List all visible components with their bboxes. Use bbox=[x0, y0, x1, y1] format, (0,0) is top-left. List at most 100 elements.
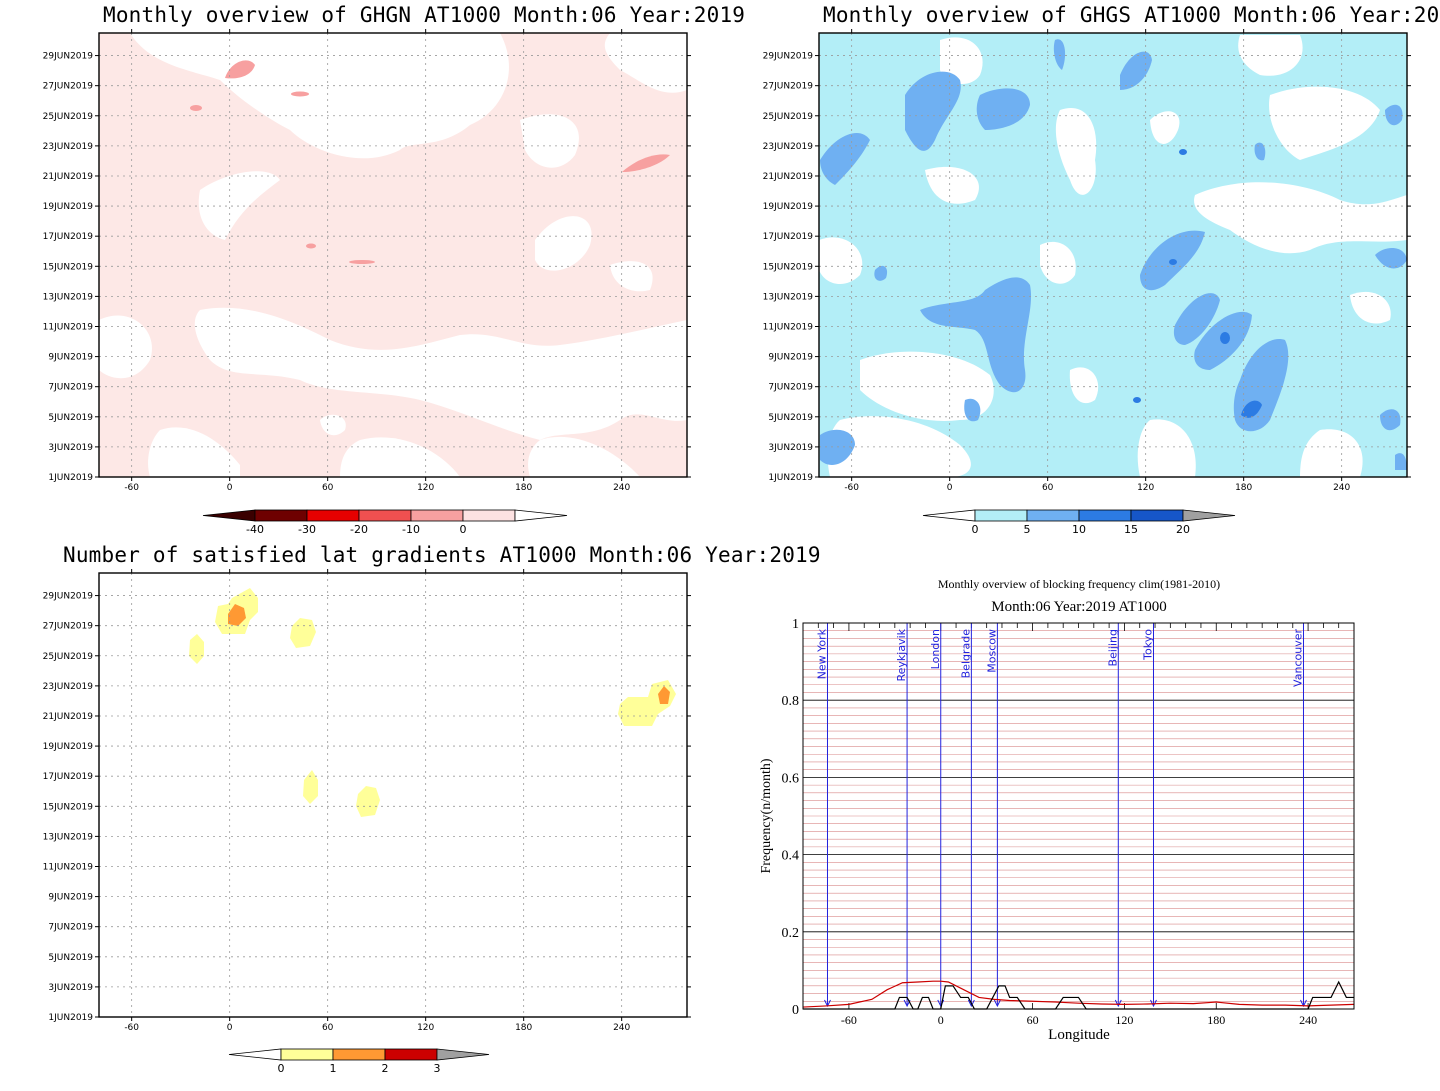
ghgs-high-regions bbox=[1133, 149, 1262, 418]
x-tick-label: 60 bbox=[322, 1023, 334, 1033]
colorbar-label: 10 bbox=[1072, 523, 1086, 536]
x-tick-label: 60 bbox=[1042, 483, 1054, 493]
lat-frame bbox=[98, 572, 688, 1018]
ghgn-blank-1 bbox=[130, 33, 509, 159]
colorbar-cell bbox=[462, 509, 516, 522]
y-tick-label: 9JUN2019 bbox=[768, 353, 813, 363]
y-tick-label: 27JUN2019 bbox=[763, 82, 814, 92]
colorbar-right-arrow bbox=[436, 1048, 490, 1061]
y-tick-label: 25JUN2019 bbox=[763, 112, 814, 122]
ghgs-blank-regions bbox=[819, 35, 1407, 477]
lat-blob-6 bbox=[658, 686, 670, 704]
ghgn-blank-4 bbox=[198, 171, 280, 240]
colorbar-label: 0 bbox=[278, 1062, 285, 1075]
city-label: Vancouver bbox=[1291, 629, 1304, 687]
lat-grid bbox=[99, 573, 687, 1018]
colorbar-label: -40 bbox=[246, 523, 264, 536]
ghgn-negative-spots bbox=[190, 60, 670, 264]
ghgn-map: -60 0 60 120 180 240 1JUN2019 3JUN2019 5JUN2019 7… bbox=[43, 29, 691, 536]
chart-xlabel: Longitude bbox=[1048, 1027, 1110, 1043]
x-tick-label: 0 bbox=[227, 483, 233, 493]
x-tick-label: -60 bbox=[124, 483, 139, 493]
x-tick-label: 120 bbox=[417, 1023, 434, 1033]
lat-gradients-title: Number of satisfied lat gradients AT1000… bbox=[63, 543, 821, 567]
ghgs-blank-3 bbox=[1055, 108, 1097, 195]
ghgs-mid-15 bbox=[1380, 409, 1401, 431]
y-tick-label: 3JUN2019 bbox=[48, 983, 93, 993]
ghgs-mid-4 bbox=[1120, 51, 1152, 90]
y-tick-label: 7JUN2019 bbox=[768, 383, 813, 393]
ghgs-blank-9 bbox=[1040, 241, 1076, 284]
ghgs-mid-3 bbox=[976, 88, 1030, 130]
y-tick-label: 0.6 bbox=[782, 771, 800, 786]
x-tick-label: 180 bbox=[515, 1023, 532, 1033]
colorbar-cell bbox=[410, 509, 464, 522]
x-tick-label: 0 bbox=[227, 1023, 233, 1033]
city-label: Beijing bbox=[1106, 629, 1119, 666]
ghgn-frame bbox=[98, 32, 688, 478]
x-tick-label: 180 bbox=[1207, 1013, 1225, 1027]
ghgn-blank-3 bbox=[520, 114, 579, 168]
y-tick-label: 9JUN2019 bbox=[48, 893, 93, 903]
city-arrow bbox=[1150, 999, 1157, 1008]
chart-plot-area: 0 0.2 0.4 0.6 0.8 1 -60 0 60 120 180 240 New York Rey… bbox=[782, 617, 1355, 1027]
ghgs-mid-1 bbox=[905, 71, 961, 151]
ghgn-spot-1 bbox=[225, 60, 255, 79]
ghgn-blank-6 bbox=[610, 261, 653, 292]
y-tick-label: 5JUN2019 bbox=[48, 413, 93, 423]
colorbar-cell bbox=[358, 509, 412, 522]
colorbar-cell bbox=[384, 1048, 438, 1061]
colorbar-right-arrow bbox=[514, 509, 568, 522]
colorbar-label: -10 bbox=[402, 523, 420, 536]
ghgn-blank-5 bbox=[535, 216, 592, 271]
ghgs-blank-6 bbox=[925, 166, 979, 204]
ghgs-colorbar: 0 5 10 15 20 bbox=[922, 509, 1236, 536]
y-tick-label: 3JUN2019 bbox=[48, 443, 93, 453]
ghgs-map: -60 0 60 120 180 240 1JUN2019 3JUN2019 5JUN2019 7… bbox=[763, 29, 1411, 536]
y-tick-label: 1 bbox=[792, 617, 799, 632]
chart-frame bbox=[802, 622, 1355, 1010]
ghgs-blank-12 bbox=[1069, 367, 1099, 404]
ghgn-colorbar: -40 -30 -20 -10 0 bbox=[202, 509, 568, 536]
y-tick-label: 7JUN2019 bbox=[48, 383, 93, 393]
y-tick-label: 27JUN2019 bbox=[43, 82, 94, 92]
colorbar-label: 2 bbox=[382, 1062, 389, 1075]
ghgs-blank-4 bbox=[1269, 86, 1380, 160]
ghgs-mid-10 bbox=[1173, 293, 1220, 345]
y-tick-label: 23JUN2019 bbox=[43, 142, 94, 152]
y-tick-label: 25JUN2019 bbox=[43, 652, 94, 662]
ghgs-blank-13 bbox=[827, 416, 971, 477]
lat-colorbar: 0 1 2 3 bbox=[228, 1048, 490, 1075]
series-line bbox=[802, 980, 1355, 1008]
colorbar-cell bbox=[1130, 509, 1184, 522]
ghgs-mid-8 bbox=[1375, 248, 1407, 269]
colorbar-left-arrow bbox=[922, 509, 976, 522]
colorbar-label: 0 bbox=[460, 523, 467, 536]
ghgs-mid-17 bbox=[874, 265, 888, 281]
ghgn-spot-5 bbox=[306, 243, 316, 249]
y-tick-label: 5JUN2019 bbox=[48, 953, 93, 963]
colorbar-label: -30 bbox=[298, 523, 316, 536]
colorbar-right-arrow bbox=[1182, 509, 1236, 522]
ghgn-blank-7 bbox=[99, 315, 152, 379]
ghgs-title: Monthly overview of GHGS AT1000 Month:06… bbox=[823, 3, 1440, 27]
ghgs-mid-6 bbox=[1385, 104, 1403, 126]
ghgs-blank-14 bbox=[1137, 419, 1196, 477]
ghgs-mid-5 bbox=[1053, 39, 1066, 70]
y-tick-label: 29JUN2019 bbox=[763, 52, 814, 62]
city-arrow bbox=[967, 999, 975, 1008]
lat-blob-2 bbox=[228, 604, 246, 626]
chart-ylabel: Frequency(n/month) bbox=[759, 758, 774, 873]
ghgn-spot-3 bbox=[190, 105, 202, 111]
y-tick-label: 9JUN2019 bbox=[48, 353, 93, 363]
y-tick-label: 29JUN2019 bbox=[43, 52, 94, 62]
ghgn-blank-regions bbox=[99, 33, 687, 477]
x-tick-label: 60 bbox=[1027, 1013, 1039, 1027]
x-tick-label: 240 bbox=[613, 483, 630, 493]
y-tick-label: 13JUN2019 bbox=[43, 832, 94, 842]
y-tick-label: 15JUN2019 bbox=[43, 262, 94, 272]
ghgn-spot-4 bbox=[622, 154, 670, 172]
ghgn-spot-2 bbox=[291, 91, 309, 97]
city-label: Belgrade bbox=[959, 629, 972, 679]
